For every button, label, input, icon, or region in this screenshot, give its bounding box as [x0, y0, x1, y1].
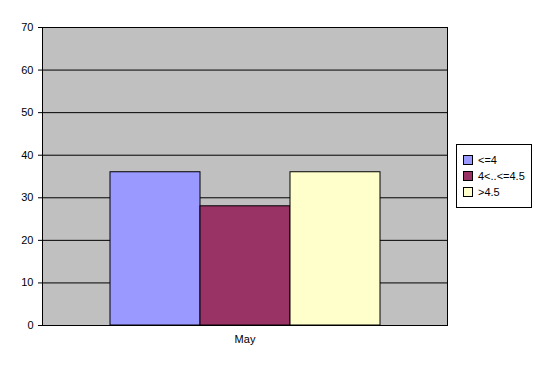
- html-text:4<..<=4.5: 4<..<=4.5: [478, 170, 525, 182]
- svg-text:May: May: [235, 333, 256, 345]
- svg-text:20: 20: [21, 234, 33, 246]
- svg-text:10: 10: [21, 276, 33, 288]
- html-text:>4.5: >4.5: [478, 186, 500, 198]
- svg-text:0: 0: [27, 319, 33, 331]
- svg-text:60: 60: [21, 64, 33, 76]
- html-text:<=4: <=4: [478, 154, 497, 166]
- svg-text:50: 50: [21, 106, 33, 118]
- svg-text:70: 70: [21, 21, 33, 33]
- svg-text:30: 30: [21, 191, 33, 203]
- svg-text:40: 40: [21, 149, 33, 161]
